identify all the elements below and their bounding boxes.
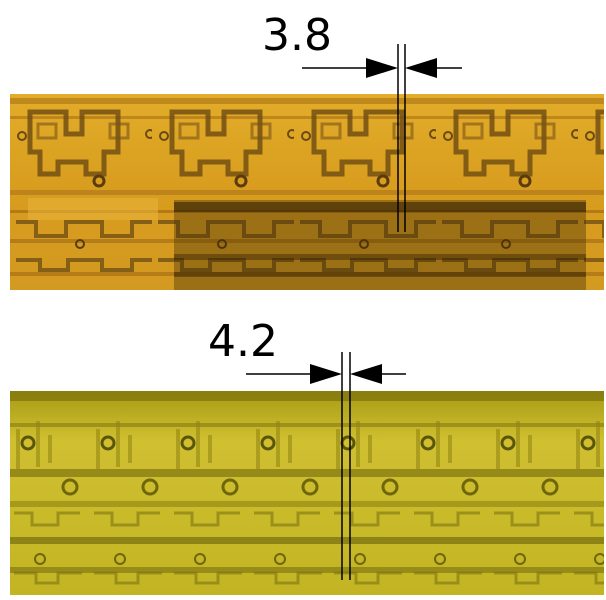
micrograph-top: [10, 94, 604, 290]
measurement-label-top: 3.8: [262, 10, 332, 61]
micrograph-bottom: [10, 391, 604, 595]
arrow-right-icon: [310, 364, 342, 384]
arrow-left-icon: [350, 364, 382, 384]
arrow-right-icon: [366, 58, 398, 78]
micrograph-bottom-image: [10, 391, 604, 595]
arrow-left-icon: [405, 58, 437, 78]
measurement-label-bottom: 4.2: [208, 316, 278, 367]
micrograph-top-image: [10, 94, 604, 290]
